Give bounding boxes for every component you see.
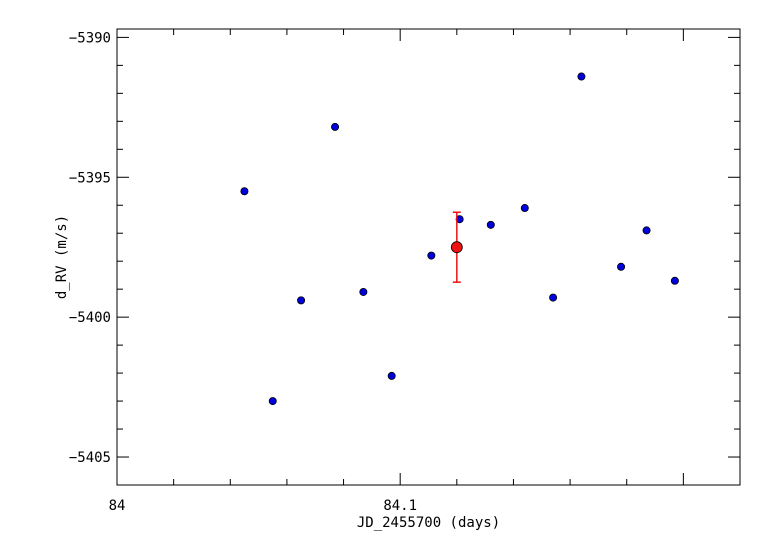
data-point — [268, 397, 277, 406]
x-tick-label: 84.1 — [383, 498, 417, 514]
data-markers — [240, 72, 679, 406]
data-point — [427, 251, 436, 260]
data-point — [359, 287, 368, 296]
y-tick-label: −5400 — [69, 310, 111, 326]
data-point — [387, 371, 396, 380]
tick-labels: 84 84.1 −5390 −5395 −5400 −5405 — [69, 30, 417, 514]
y-axis-title: d_RV (m/s) — [54, 215, 70, 299]
plot-frame — [116, 28, 741, 486]
data-point — [670, 276, 679, 285]
x-axis-title: JD_2455700 (days) — [357, 515, 500, 531]
data-point — [331, 122, 340, 131]
data-point — [642, 226, 651, 235]
data-point — [240, 187, 249, 196]
data-point — [297, 296, 306, 305]
data-point — [486, 220, 495, 229]
axis-ticks — [116, 29, 741, 486]
data-point — [455, 215, 464, 224]
data-point — [549, 293, 558, 302]
x-tick-label: 84 — [109, 498, 126, 514]
data-point — [577, 72, 586, 81]
y-tick-label: −5395 — [69, 170, 111, 186]
y-tick-label: −5390 — [69, 30, 111, 46]
mean-point — [450, 241, 463, 254]
y-tick-label: −5405 — [69, 450, 111, 466]
data-point — [617, 262, 626, 271]
data-point — [520, 204, 529, 213]
